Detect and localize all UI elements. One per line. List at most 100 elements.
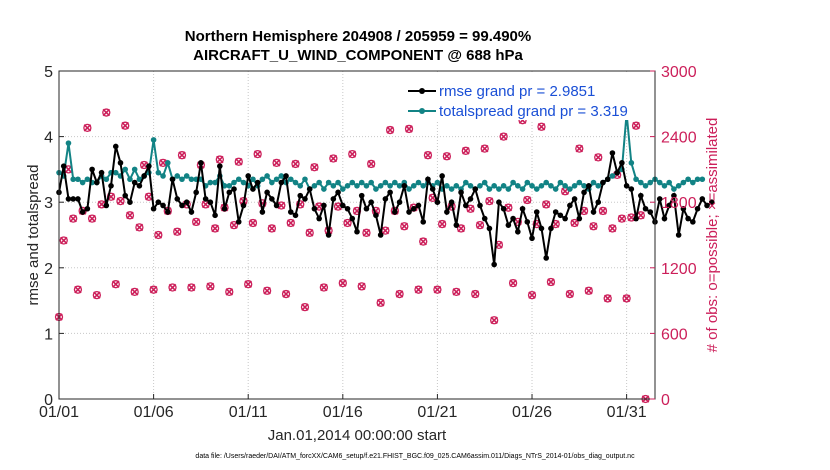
totalspread-point [259, 176, 266, 183]
obs-possible-marker [608, 224, 617, 233]
rmse-point [515, 228, 521, 235]
obs-assimilated-marker [187, 283, 196, 292]
obs-possible-marker [631, 121, 641, 130]
obs-assimilated-marker [499, 132, 508, 141]
rmse-point [188, 209, 195, 215]
rmse-point [377, 232, 384, 238]
obs-possible-marker [73, 285, 83, 294]
obs-assimilated-marker [357, 282, 366, 291]
obs-assimilated-marker [485, 197, 494, 205]
obs-possible-marker [168, 283, 177, 292]
totalspread-point [690, 179, 696, 186]
obs-assimilated-marker [102, 108, 111, 117]
rmse-point [642, 205, 649, 212]
rmse-point [103, 202, 110, 209]
obs-assimilated-marker [603, 294, 612, 303]
totalspread-point [354, 183, 360, 189]
rmse-point [235, 219, 242, 225]
totalspread-point [75, 176, 81, 183]
x-axis-label: Jan.01,2014 00:00:00 start [268, 427, 447, 444]
rmse-point [628, 186, 635, 192]
rmse-point [420, 219, 427, 225]
y2-tick-label: 1800 [661, 195, 697, 212]
totalspread-point [486, 186, 493, 192]
obs-possible-marker [456, 224, 466, 233]
totalspread-point [571, 183, 578, 189]
rmse-point [231, 186, 237, 192]
rmse-point [708, 199, 715, 205]
obs-possible-marker [210, 224, 220, 233]
obs-assimilated-marker [400, 222, 409, 231]
totalspread-point [160, 173, 166, 179]
rmse-point [250, 186, 256, 192]
obs-possible-marker [433, 285, 442, 294]
y-tick-label: 3 [44, 195, 53, 212]
totalspread-point [188, 176, 195, 183]
obs-possible-marker [594, 153, 603, 162]
obs-assimilated-marker [64, 165, 73, 174]
obs-possible-marker [187, 283, 196, 292]
totalspread-point [103, 176, 110, 183]
obs-possible-marker [452, 287, 461, 297]
obs-assimilated-marker [343, 219, 352, 227]
rmse-point [699, 196, 706, 202]
rmse-point [169, 176, 176, 183]
rmse-point [524, 219, 531, 225]
totalspread-point [349, 179, 356, 186]
totalspread-point [212, 179, 218, 186]
obs-assimilated-marker [476, 221, 484, 229]
totalspread-point [321, 186, 327, 192]
obs-possible-marker [329, 154, 338, 163]
obs-possible-marker [499, 132, 508, 141]
rmse-point [311, 205, 318, 212]
obs-assimilated-marker [282, 290, 290, 298]
obs-assimilated-marker [537, 122, 546, 131]
rmse-point [226, 189, 233, 196]
obs-assimilated-marker [348, 150, 357, 158]
rmse-point [164, 209, 171, 215]
obs-assimilated-marker [362, 229, 371, 237]
totalspread-point [363, 183, 370, 189]
obs-possible-marker [343, 218, 352, 228]
obs-assimilated-marker [154, 231, 163, 239]
obs-possible-marker [400, 222, 409, 231]
rmse-point [590, 209, 597, 215]
totalspread-point [65, 140, 72, 146]
x-tick-label: 01/11 [229, 404, 268, 421]
obs-possible-marker [508, 278, 518, 288]
obs-possible-marker [177, 151, 187, 160]
y-axis-ticks: 0 1 2 3 4 5 [44, 64, 64, 409]
obs-assimilated-marker [126, 211, 134, 220]
obs-assimilated-marker [599, 207, 607, 215]
obs-assimilated-marker [509, 279, 517, 287]
rmse-point [273, 202, 280, 209]
obs-possible-marker [395, 289, 404, 299]
obs-assimilated-marker [589, 222, 598, 231]
rmse-point [150, 205, 157, 212]
obs-possible-marker [527, 290, 537, 300]
obs-assimilated-marker [528, 291, 536, 299]
rmse-point [467, 196, 474, 202]
obs-possible-marker [466, 204, 475, 213]
rmse-point [571, 196, 578, 202]
obs-possible-marker [622, 294, 631, 303]
obs-assimilated-marker [329, 154, 338, 163]
rmse-point [562, 215, 568, 222]
obs-possible-marker [471, 289, 480, 299]
totalspread-point [174, 173, 181, 179]
obs-assimilated-marker [462, 147, 470, 155]
obs-assimilated-marker [93, 291, 101, 299]
rmse-point [75, 196, 81, 202]
legend-label-rmse: rmse grand pr = 2.9851 [439, 83, 595, 100]
rmse-point [141, 173, 147, 179]
chart-title: Northern Hemisphere 204908 / 205959 = 99… [185, 28, 531, 45]
rmse-point [117, 160, 124, 166]
obs-possible-marker [154, 230, 163, 240]
rmse-point [392, 209, 398, 215]
rmse-point [368, 199, 374, 205]
rmse-point [94, 179, 100, 186]
totalspread-point [510, 179, 516, 186]
rmse-point [623, 183, 630, 189]
obs-possible-marker [475, 221, 485, 230]
rmse-point [439, 173, 445, 179]
